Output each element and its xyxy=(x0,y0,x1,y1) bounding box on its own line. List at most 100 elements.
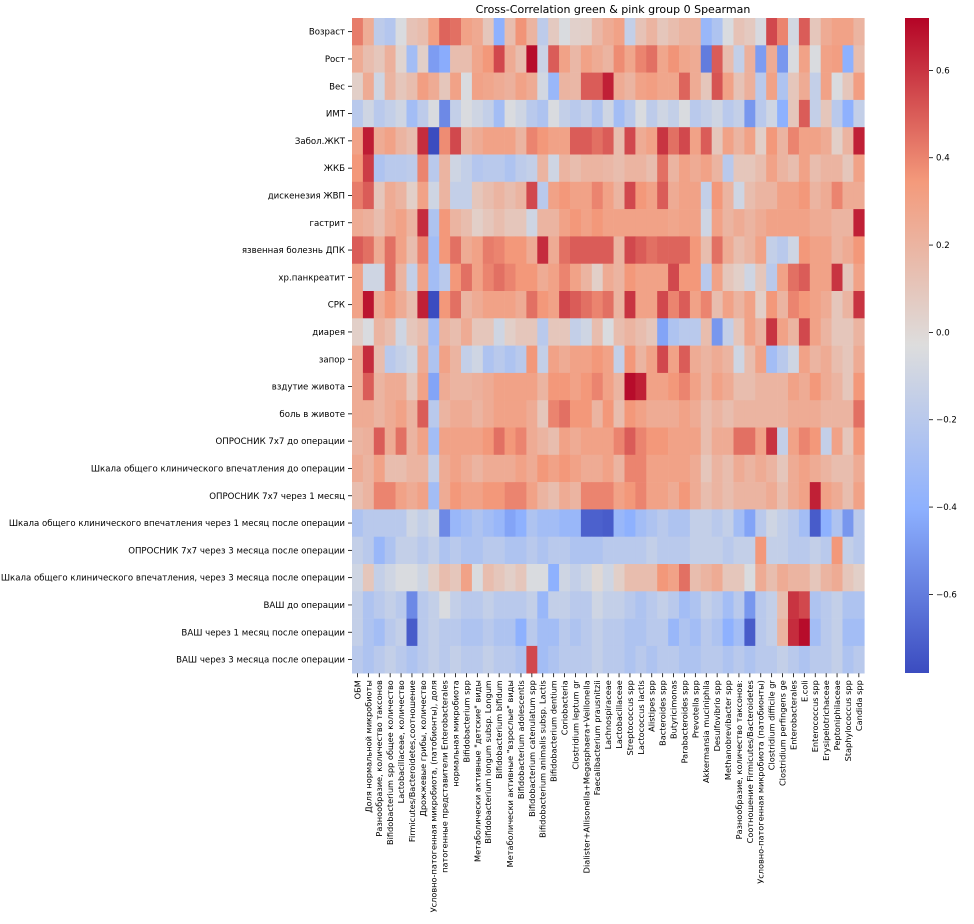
heatmap-cell xyxy=(406,427,418,456)
heatmap-cell xyxy=(788,427,800,456)
heatmap-cell xyxy=(831,209,843,237)
heatmap-cell xyxy=(711,400,723,428)
heatmap-cell xyxy=(853,209,865,237)
column-label: Clostridium leptum gr xyxy=(570,680,580,770)
heatmap-cell xyxy=(646,482,658,510)
heatmap-cell xyxy=(733,291,745,319)
column-label: Bifidobacterium bifidum xyxy=(494,680,504,779)
heatmap-cell xyxy=(657,291,669,319)
heatmap-cell xyxy=(504,291,516,319)
heatmap-cell xyxy=(777,18,789,46)
heatmap-cell xyxy=(679,291,691,319)
row-label: хр.панкреатит xyxy=(278,273,345,283)
heatmap-cell xyxy=(820,591,832,619)
row-label: язвенная болезнь ДПК xyxy=(242,246,345,256)
heatmap-cell xyxy=(853,291,865,319)
heatmap-cell xyxy=(548,45,560,73)
heatmap-cell xyxy=(766,618,778,647)
heatmap-cell xyxy=(657,564,669,592)
heatmap-cell xyxy=(395,263,407,292)
heatmap-cell xyxy=(711,99,723,128)
heatmap-cell xyxy=(362,454,375,483)
heatmap-cell xyxy=(853,564,865,592)
heatmap-cell xyxy=(515,99,527,128)
heatmap-cell xyxy=(733,509,745,537)
heatmap-cell xyxy=(744,536,756,565)
heatmap-cell xyxy=(602,99,614,128)
heatmap-cell xyxy=(580,18,593,46)
heatmap-cell xyxy=(809,127,821,155)
heatmap-cell xyxy=(624,99,636,128)
heatmap-cell xyxy=(809,645,821,674)
heatmap-cell xyxy=(679,400,691,428)
row-label: ИМТ xyxy=(326,110,346,120)
heatmap-cell xyxy=(744,618,756,647)
heatmap-cell xyxy=(428,454,440,483)
heatmap-cell xyxy=(591,564,603,592)
heatmap-cell xyxy=(548,72,560,101)
heatmap-cell xyxy=(482,536,494,565)
heatmap-cell xyxy=(471,18,484,46)
heatmap-cell xyxy=(450,209,462,237)
heatmap-cell xyxy=(504,345,516,374)
heatmap-cell xyxy=(417,618,429,647)
heatmap-cell xyxy=(504,236,516,264)
heatmap-cell xyxy=(809,345,821,374)
heatmap-cell xyxy=(711,372,723,401)
heatmap-cell xyxy=(570,564,582,592)
heatmap-cell xyxy=(384,509,396,537)
heatmap-cell xyxy=(788,591,800,619)
heatmap-cell xyxy=(700,236,712,264)
heatmap-cell xyxy=(722,509,734,537)
heatmap-cell xyxy=(362,99,375,128)
heatmap-cell xyxy=(471,263,484,292)
heatmap-cell xyxy=(635,181,647,210)
heatmap-cell xyxy=(362,509,375,537)
heatmap-cell xyxy=(373,18,385,46)
heatmap-cell xyxy=(788,45,800,73)
heatmap-cell xyxy=(352,263,364,292)
heatmap-cell xyxy=(515,154,527,183)
heatmap-cell xyxy=(428,18,440,46)
heatmap-cell xyxy=(831,509,843,537)
heatmap-cell xyxy=(471,181,484,210)
heatmap-cell xyxy=(591,427,603,456)
heatmap-cell xyxy=(831,482,843,510)
heatmap-cell xyxy=(853,536,865,565)
column-label: Clostridium perfingens ge xyxy=(778,680,788,786)
heatmap-cell xyxy=(646,536,658,565)
heatmap-cell xyxy=(689,18,702,46)
heatmap-cell xyxy=(428,645,440,674)
heatmap-cell xyxy=(788,263,800,292)
heatmap-cell xyxy=(635,645,647,674)
heatmap-cell xyxy=(766,154,778,183)
heatmap-cell xyxy=(450,482,462,510)
heatmap-cell xyxy=(831,454,843,483)
heatmap-cell xyxy=(635,372,647,401)
heatmap-cell xyxy=(515,536,527,565)
heatmap-cell xyxy=(853,72,865,101)
heatmap-cell xyxy=(700,509,712,537)
heatmap-cell xyxy=(613,591,625,619)
heatmap-cell xyxy=(755,154,767,183)
heatmap-cell xyxy=(406,181,418,210)
heatmap-cell xyxy=(580,536,593,565)
heatmap-cell xyxy=(482,482,494,510)
heatmap-cell xyxy=(352,72,364,101)
heatmap-cell xyxy=(613,345,625,374)
heatmap-cell xyxy=(679,236,691,264)
heatmap-cell xyxy=(766,372,778,401)
heatmap-cell xyxy=(450,236,462,264)
heatmap-cell xyxy=(624,536,636,565)
heatmap-cell xyxy=(668,645,680,674)
heatmap-cell xyxy=(700,372,712,401)
heatmap-cell xyxy=(744,209,756,237)
heatmap-cell xyxy=(733,45,745,73)
column-label: Firmicutes/Bacteroidetes,соотношение xyxy=(407,680,417,842)
heatmap-cell xyxy=(613,564,625,592)
heatmap-cell xyxy=(526,618,538,647)
heatmap-cell xyxy=(711,181,723,210)
heatmap-cell xyxy=(559,372,571,401)
heatmap-cell xyxy=(733,263,745,292)
heatmap-cell xyxy=(548,154,560,183)
